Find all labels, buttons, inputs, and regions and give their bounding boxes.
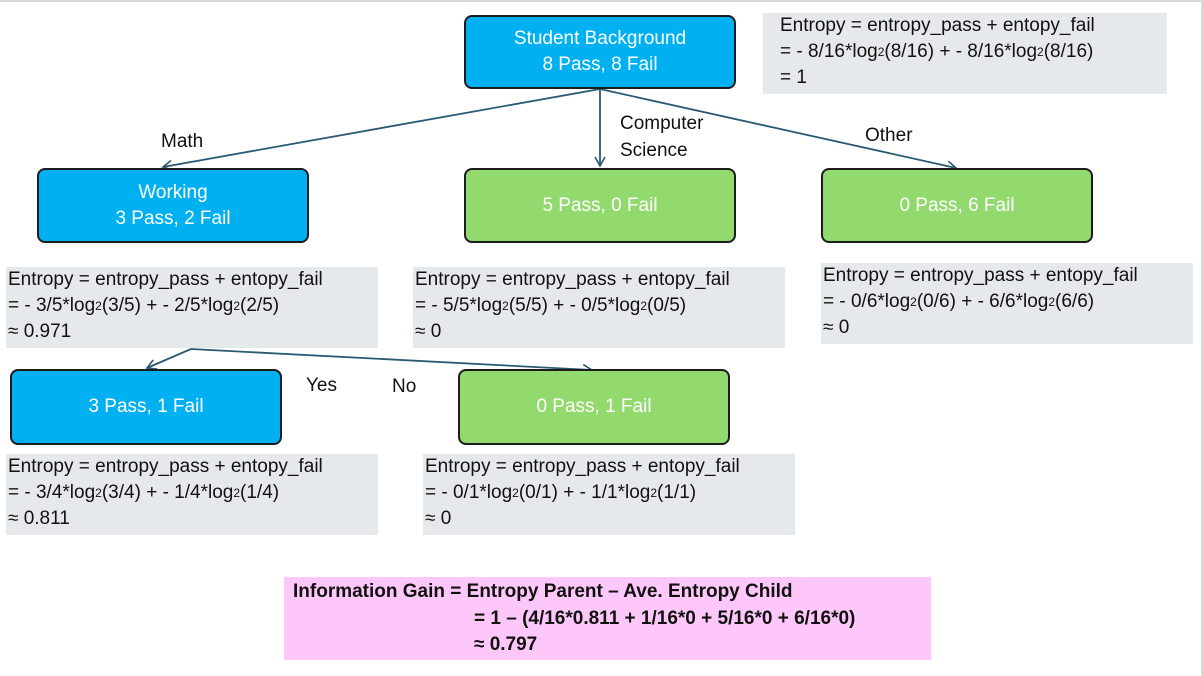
entropy-root-line1: Entropy = entropy_pass + entopy_fail bbox=[780, 15, 1095, 36]
entropy-other-line1: Entropy = entropy_pass + entopy_fail bbox=[823, 265, 1138, 286]
edge-label-yes: Yes bbox=[306, 375, 337, 396]
node-math-counts: 3 Pass, 2 Fail bbox=[115, 207, 231, 229]
entropy-math-line3: ≈ 0.971 bbox=[8, 321, 72, 342]
node-math-title: Working bbox=[138, 181, 208, 203]
entropy-yes-line1: Entropy = entropy_pass + entopy_fail bbox=[8, 456, 323, 477]
entropy-math-line2: = - 3/5*log 2 (3/5) + - 2/5*log 2 (2/5) bbox=[8, 295, 280, 316]
information-gain-line2: = 1 – (4/16*0.811 + 1/16*0 + 5/16*0 + 6/… bbox=[474, 607, 856, 629]
entropy-no-line1: Entropy = entropy_pass + entopy_fail bbox=[425, 456, 740, 477]
entropy-root-line3: = 1 bbox=[780, 67, 807, 88]
entropy-box-root: Entropy = entropy_pass + entopy_fail = -… bbox=[763, 13, 1167, 94]
edge-math-to-yes bbox=[145, 348, 192, 370]
entropy-box-math: Entropy = entropy_pass + entopy_fail = -… bbox=[6, 267, 378, 348]
frame-top-border bbox=[0, 0, 1203, 2]
node-computer-science: 5 Pass, 0 Fail bbox=[464, 168, 736, 243]
entropy-box-yes: Entropy = entropy_pass + entopy_fail = -… bbox=[6, 454, 378, 535]
node-yes: 3 Pass, 1 Fail bbox=[10, 369, 282, 445]
entropy-cs-line3: ≈ 0 bbox=[415, 321, 442, 342]
entropy-no-line2: = - 0/1*log 2 (0/1) + - 1/1*log 2 (1/1) bbox=[425, 482, 697, 503]
entropy-box-other: Entropy = entropy_pass + entopy_fail = -… bbox=[821, 263, 1193, 344]
entropy-root-line2: = - 8/16*log 2 (8/16) + - 8/16*log 2 (8/16) bbox=[780, 41, 1094, 62]
node-other-counts: 0 Pass, 6 Fail bbox=[899, 194, 1015, 216]
edge-label-other: Other bbox=[865, 125, 913, 146]
edge-label-math: Math bbox=[161, 131, 204, 152]
node-other: 0 Pass, 6 Fail bbox=[821, 168, 1093, 243]
node-no: 0 Pass, 1 Fail bbox=[458, 369, 730, 445]
node-yes-counts: 3 Pass, 1 Fail bbox=[88, 396, 204, 417]
edge-label-no: No bbox=[392, 376, 417, 397]
node-no-counts: 0 Pass, 1 Fail bbox=[536, 396, 652, 417]
entropy-box-no: Entropy = entropy_pass + entopy_fail = -… bbox=[423, 454, 795, 535]
node-root: Student Background 8 Pass, 8 Fail bbox=[464, 15, 736, 89]
information-gain-box: Information Gain = Entropy Parent – Ave.… bbox=[284, 577, 931, 660]
entropy-yes-line2: = - 3/4*log 2 (3/4) + - 1/4*log 2 (1/4) bbox=[8, 482, 280, 503]
node-root-counts: 8 Pass, 8 Fail bbox=[542, 54, 658, 75]
entropy-cs-line1: Entropy = entropy_pass + entopy_fail bbox=[415, 269, 730, 290]
entropy-box-computer-science: Entropy = entropy_pass + entopy_fail = -… bbox=[413, 267, 785, 348]
node-cs-counts: 5 Pass, 0 Fail bbox=[542, 194, 658, 216]
edge-label-computer: Computer bbox=[620, 113, 704, 134]
node-root-title: Student Background bbox=[513, 28, 687, 49]
frame-right-border bbox=[1201, 0, 1203, 676]
edge-math-to-no bbox=[190, 348, 594, 376]
information-gain-line3: ≈ 0.797 bbox=[474, 634, 538, 656]
edge-root-to-math bbox=[161, 88, 601, 172]
edge-root-to-other bbox=[599, 88, 958, 172]
node-math: Working 3 Pass, 2 Fail bbox=[37, 168, 309, 243]
entropy-math-line1: Entropy = entropy_pass + entopy_fail bbox=[8, 269, 323, 290]
information-gain-line1: Information Gain = Entropy Parent – Ave.… bbox=[293, 581, 793, 603]
entropy-no-line3: ≈ 0 bbox=[425, 508, 452, 529]
edge-label-science: Science bbox=[620, 140, 688, 161]
entropy-yes-line3: ≈ 0.811 bbox=[8, 508, 70, 529]
entropy-other-line2: = - 0/6*log 2 (0/6) + - 6/6*log 2 (6/6) bbox=[823, 291, 1095, 312]
entropy-cs-line2: = - 5/5*log 2 (5/5) + - 0/5*log 2 (0/5) bbox=[415, 295, 687, 316]
entropy-other-line3: ≈ 0 bbox=[823, 317, 850, 338]
